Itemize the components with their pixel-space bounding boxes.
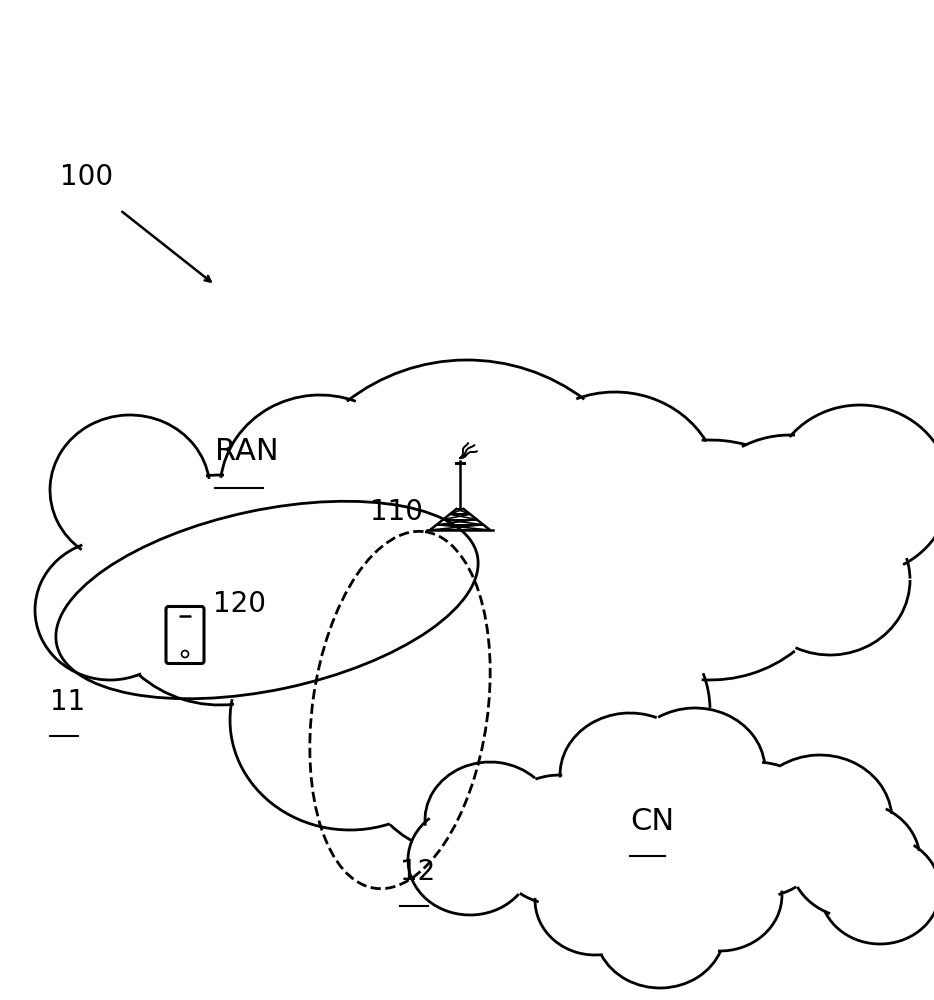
Ellipse shape (625, 708, 765, 832)
Ellipse shape (425, 762, 555, 878)
Ellipse shape (560, 713, 700, 837)
Ellipse shape (770, 405, 934, 575)
Ellipse shape (50, 415, 210, 565)
Ellipse shape (790, 802, 920, 918)
Ellipse shape (595, 872, 725, 988)
FancyBboxPatch shape (166, 606, 204, 664)
Text: 11: 11 (50, 688, 85, 716)
Ellipse shape (35, 540, 185, 680)
Ellipse shape (510, 392, 720, 588)
Ellipse shape (230, 610, 470, 830)
Text: 120: 120 (213, 590, 266, 618)
Text: CN: CN (630, 807, 674, 836)
Ellipse shape (820, 836, 934, 944)
Text: 110: 110 (370, 498, 423, 526)
Ellipse shape (470, 600, 710, 820)
Ellipse shape (750, 505, 910, 655)
Ellipse shape (570, 768, 750, 932)
Ellipse shape (748, 755, 892, 885)
Ellipse shape (658, 839, 782, 951)
Ellipse shape (220, 395, 420, 585)
Ellipse shape (490, 775, 630, 905)
Text: 12: 12 (400, 858, 435, 886)
Ellipse shape (680, 762, 830, 898)
Ellipse shape (100, 475, 340, 705)
Ellipse shape (408, 805, 532, 915)
Ellipse shape (690, 435, 890, 625)
Ellipse shape (85, 480, 255, 640)
Text: RAN: RAN (215, 437, 278, 466)
Ellipse shape (580, 440, 840, 680)
Ellipse shape (272, 360, 662, 750)
Ellipse shape (535, 845, 655, 955)
Text: 100: 100 (60, 163, 113, 191)
Ellipse shape (362, 665, 572, 855)
